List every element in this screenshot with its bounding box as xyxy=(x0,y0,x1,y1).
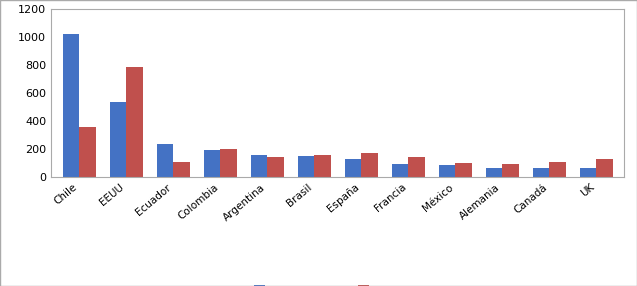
Bar xyxy=(408,156,424,177)
Bar xyxy=(392,164,408,177)
Bar xyxy=(314,155,331,177)
Bar xyxy=(126,67,143,177)
Bar xyxy=(204,150,220,177)
Bar xyxy=(580,168,596,177)
Bar xyxy=(62,34,79,177)
Bar xyxy=(173,162,190,177)
Bar xyxy=(267,157,283,177)
Bar xyxy=(485,168,502,177)
Bar xyxy=(596,159,613,177)
Bar xyxy=(502,164,519,177)
Bar xyxy=(549,162,566,177)
Bar xyxy=(297,156,314,177)
Bar xyxy=(251,154,267,177)
Bar xyxy=(345,159,361,177)
Bar xyxy=(439,165,455,177)
Bar xyxy=(157,144,173,177)
Bar xyxy=(455,163,471,177)
Bar xyxy=(220,149,236,177)
Bar xyxy=(361,153,378,177)
Legend: Visitas (Miles), US$ Mlls: Visitas (Miles), US$ Mlls xyxy=(250,281,426,286)
Bar xyxy=(79,127,96,177)
Bar xyxy=(533,168,549,177)
Bar xyxy=(110,102,126,177)
